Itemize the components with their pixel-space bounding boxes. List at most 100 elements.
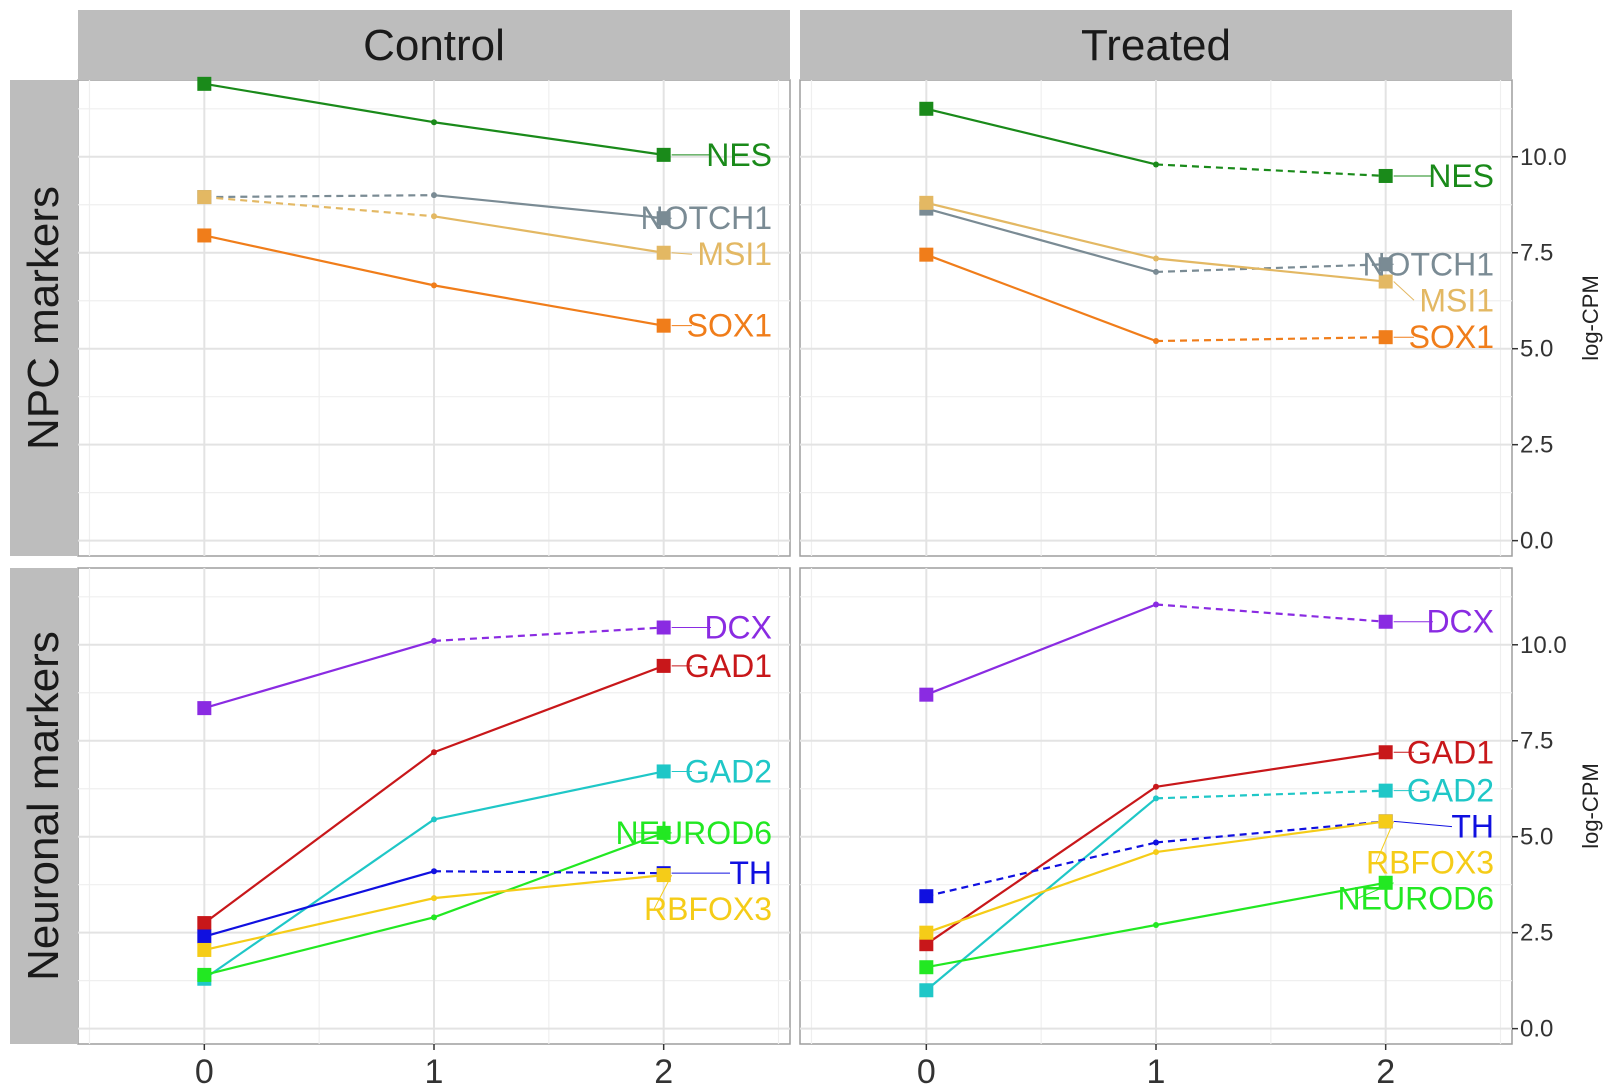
series-label-msi1: MSI1	[1419, 282, 1494, 318]
data-point-sox1	[656, 318, 671, 333]
series-line-nes	[1155, 163, 1386, 178]
series-label-gad1: GAD1	[685, 648, 772, 684]
label-leader-neurod6	[1356, 882, 1394, 900]
data-point-sox1	[431, 282, 437, 289]
series-line-neurod6	[1155, 881, 1386, 927]
series-line-notch1	[204, 194, 435, 199]
series-line-rbfox3	[204, 897, 435, 952]
data-point-dcx	[656, 620, 671, 635]
series-label-th: TH	[1451, 809, 1494, 845]
series-line-rbfox3	[925, 851, 1157, 934]
series-label-nes: NES	[1428, 158, 1494, 194]
data-point-th	[197, 929, 212, 944]
data-point-th	[1153, 839, 1159, 846]
series-line-gad1	[1155, 751, 1386, 788]
series-layer	[197, 76, 1393, 998]
series-line-neurod6	[204, 916, 435, 976]
label-leader-msi1	[1393, 281, 1415, 301]
data-point-th	[431, 868, 437, 875]
series-line-neurod6	[433, 831, 665, 919]
data-point-rbfox3	[1153, 849, 1159, 856]
series-line-gad2	[203, 818, 435, 980]
series-line-sox1	[433, 284, 664, 327]
series-line-nes	[433, 121, 664, 156]
series-label-notch1: NOTCH1	[640, 200, 772, 236]
y-tick-label: 0.0	[1520, 528, 1553, 555]
y-tick-label: 7.5	[1520, 728, 1553, 755]
data-point-sox1	[197, 228, 212, 243]
data-point-sox1	[1153, 338, 1159, 345]
row-strip-neuronal-markers	[10, 568, 78, 1044]
data-point-nes	[197, 76, 212, 91]
series-line-gad1	[925, 785, 1157, 946]
data-point-gad2	[1378, 783, 1393, 798]
series-line-nes	[926, 107, 1157, 166]
series-line-dcx	[1155, 603, 1386, 623]
grid-layer	[77, 79, 1513, 1045]
data-point-dcx	[431, 637, 437, 644]
data-point-nes	[919, 101, 934, 116]
series-line-gad2	[925, 797, 1157, 992]
series-line-gad2	[1155, 789, 1386, 800]
series-label-notch1: NOTCH1	[1362, 246, 1494, 282]
series-label-gad1: GAD1	[1407, 734, 1494, 770]
label-leader-th	[1393, 820, 1453, 828]
series-label-neurod6: NEUROD6	[1338, 881, 1494, 917]
data-point-rbfox3	[1378, 814, 1393, 829]
data-point-rbfox3	[919, 925, 934, 940]
series-line-neurod6	[926, 923, 1157, 969]
data-point-neurod6	[1378, 875, 1393, 890]
y-tick-label: 0.0	[1520, 1016, 1553, 1043]
series-line-gad1	[433, 664, 665, 754]
data-point-gad2	[656, 764, 671, 779]
column-strip-control	[78, 10, 790, 80]
series-label-gad2: GAD2	[1407, 773, 1494, 809]
series-label-sox1: SOX1	[1409, 319, 1494, 355]
series-line-msi1	[204, 195, 435, 218]
series-label-th: TH	[729, 855, 772, 891]
series-line-msi1	[926, 201, 1157, 260]
labels-layer: NESNOTCH1MSI1SOX1NESNOTCH1MSI1SOX1DCXGAD…	[616, 137, 1494, 927]
y-tick-label: 5.0	[1520, 824, 1553, 851]
y-axis-title: log-CPM	[1578, 763, 1603, 849]
y-tick-label: 2.5	[1520, 920, 1553, 947]
data-point-msi1	[656, 245, 671, 260]
y-tick-label: 10.0	[1520, 632, 1567, 659]
label-leader-rbfox3	[653, 874, 673, 910]
y-axis-title: log-CPM	[1578, 275, 1603, 361]
data-point-notch1	[431, 192, 437, 199]
y-tick-label: 10.0	[1520, 144, 1567, 171]
series-label-nes: NES	[706, 137, 772, 173]
series-label-gad2: GAD2	[685, 753, 772, 789]
series-line-rbfox3	[433, 874, 664, 900]
data-point-dcx	[919, 687, 934, 702]
y-tick-label: 2.5	[1520, 432, 1553, 459]
x-tick-label: 0	[195, 1053, 214, 1091]
data-point-neurod6	[197, 967, 212, 982]
column-strip-label: Treated	[1081, 21, 1231, 70]
x-tick-label: 2	[654, 1053, 673, 1091]
data-point-msi1	[431, 213, 437, 220]
data-point-notch1	[1153, 268, 1159, 275]
series-line-gad1	[203, 751, 435, 924]
series-line-nes	[204, 82, 435, 124]
series-line-msi1	[433, 215, 664, 254]
data-point-nes	[431, 119, 437, 126]
data-point-sox1	[919, 247, 934, 262]
data-point-nes	[1378, 168, 1393, 183]
data-point-gad2	[919, 983, 934, 998]
axes-layer: Control Treated NPC markers Neuronal marker…	[10, 10, 1603, 1091]
x-tick-label: 1	[1147, 1053, 1166, 1091]
series-line-dcx	[925, 603, 1157, 696]
x-tick-label: 0	[917, 1053, 936, 1091]
series-label-neurod6: NEUROD6	[616, 815, 772, 851]
series-line-th	[926, 841, 1157, 898]
label-leader-rbfox3	[1375, 821, 1395, 863]
series-label-sox1: SOX1	[687, 308, 772, 344]
x-tick-label: 2	[1376, 1053, 1395, 1091]
data-point-neurod6	[1153, 922, 1159, 928]
data-point-gad1	[919, 937, 934, 952]
data-point-msi1	[197, 190, 212, 205]
data-point-dcx	[1378, 614, 1393, 629]
